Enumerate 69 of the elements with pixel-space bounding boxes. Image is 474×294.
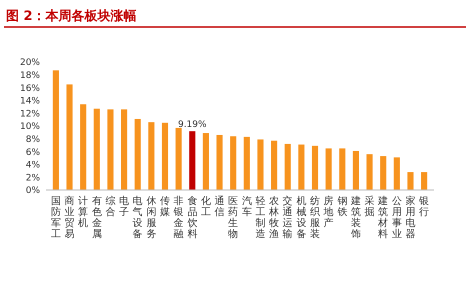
bar — [284, 144, 291, 190]
x-tick-label: 建筑材料 — [377, 195, 388, 240]
x-tick-label: 公用事业 — [392, 195, 402, 240]
bar — [148, 122, 154, 190]
x-tick-label: 纺织服装 — [310, 195, 320, 240]
x-tick-label: 非银金融 — [172, 195, 184, 240]
bar — [176, 128, 182, 190]
bar — [421, 172, 428, 190]
x-tick-label: 化工 — [200, 195, 211, 218]
x-tick-label: 机械设备 — [296, 195, 306, 240]
x-tick-label: 轻工制造 — [255, 195, 266, 240]
x-tick-label: 传媒 — [160, 196, 170, 218]
x-tick-label: 电子 — [119, 195, 130, 218]
bar — [94, 108, 100, 190]
bar — [298, 144, 304, 190]
bar — [162, 122, 168, 190]
x-tick-label: 商业贸易 — [64, 195, 75, 240]
x-tick-label: 有色金属 — [92, 195, 102, 240]
x-tick-label: 家用电器 — [405, 195, 416, 240]
x-tick-label: 采掘 — [364, 195, 375, 218]
y-tick-label: 4% — [26, 160, 40, 171]
y-tick-label: 14% — [20, 96, 40, 107]
bar — [216, 134, 223, 190]
y-tick-label: 10% — [20, 122, 40, 132]
y-tick-label: 18% — [20, 70, 40, 81]
x-tick-label: 交通运输 — [282, 195, 293, 240]
x-tick-label: 建筑装饰 — [350, 195, 361, 240]
bar — [244, 136, 250, 190]
x-tick-label: 钢铁 — [336, 196, 348, 218]
x-tick-label: 农林牧渔 — [268, 196, 280, 240]
data-label: 9.19% — [178, 120, 208, 130]
bar — [80, 104, 86, 190]
x-tick-label: 综合 — [105, 195, 116, 218]
bar — [66, 84, 73, 190]
y-tick-label: 12% — [20, 109, 40, 120]
chart-title: 图 2：本周各板块涨幅 — [6, 9, 137, 24]
x-tick-label: 休闲服务 — [146, 196, 156, 240]
bar — [394, 157, 400, 190]
bar — [257, 139, 264, 190]
bar — [271, 140, 278, 190]
bar — [134, 118, 141, 190]
bar — [407, 172, 414, 190]
bar — [352, 150, 359, 190]
y-tick-label: 16% — [20, 84, 40, 94]
bar — [339, 148, 346, 190]
y-tick-label: 2% — [26, 173, 40, 184]
bar — [52, 70, 59, 190]
y-tick-label: 6% — [26, 148, 40, 158]
bar — [312, 146, 318, 190]
bar — [189, 131, 196, 190]
x-tick-label: 汽车 — [242, 195, 252, 218]
bar — [366, 154, 373, 190]
bar — [380, 156, 386, 190]
x-tick-label: 通信 — [214, 195, 225, 218]
x-tick-label: 医药生物 — [228, 196, 238, 240]
x-tick-label: 银行 — [418, 196, 430, 218]
y-tick-label: 20% — [20, 58, 40, 68]
bar — [326, 148, 332, 190]
x-tick-label: 国防军工 — [50, 196, 61, 240]
x-tick-label: 计算机 — [78, 195, 88, 229]
x-tick-label: 电气设备 — [132, 195, 143, 240]
bar — [121, 109, 128, 190]
y-tick-label: 0% — [26, 186, 40, 196]
bar — [107, 109, 114, 190]
y-tick-label: 8% — [26, 134, 40, 145]
bar — [230, 136, 236, 190]
x-tick-label: 食品饮料 — [186, 195, 198, 240]
x-tick-label: 房地产 — [322, 195, 334, 229]
bar — [202, 133, 209, 190]
